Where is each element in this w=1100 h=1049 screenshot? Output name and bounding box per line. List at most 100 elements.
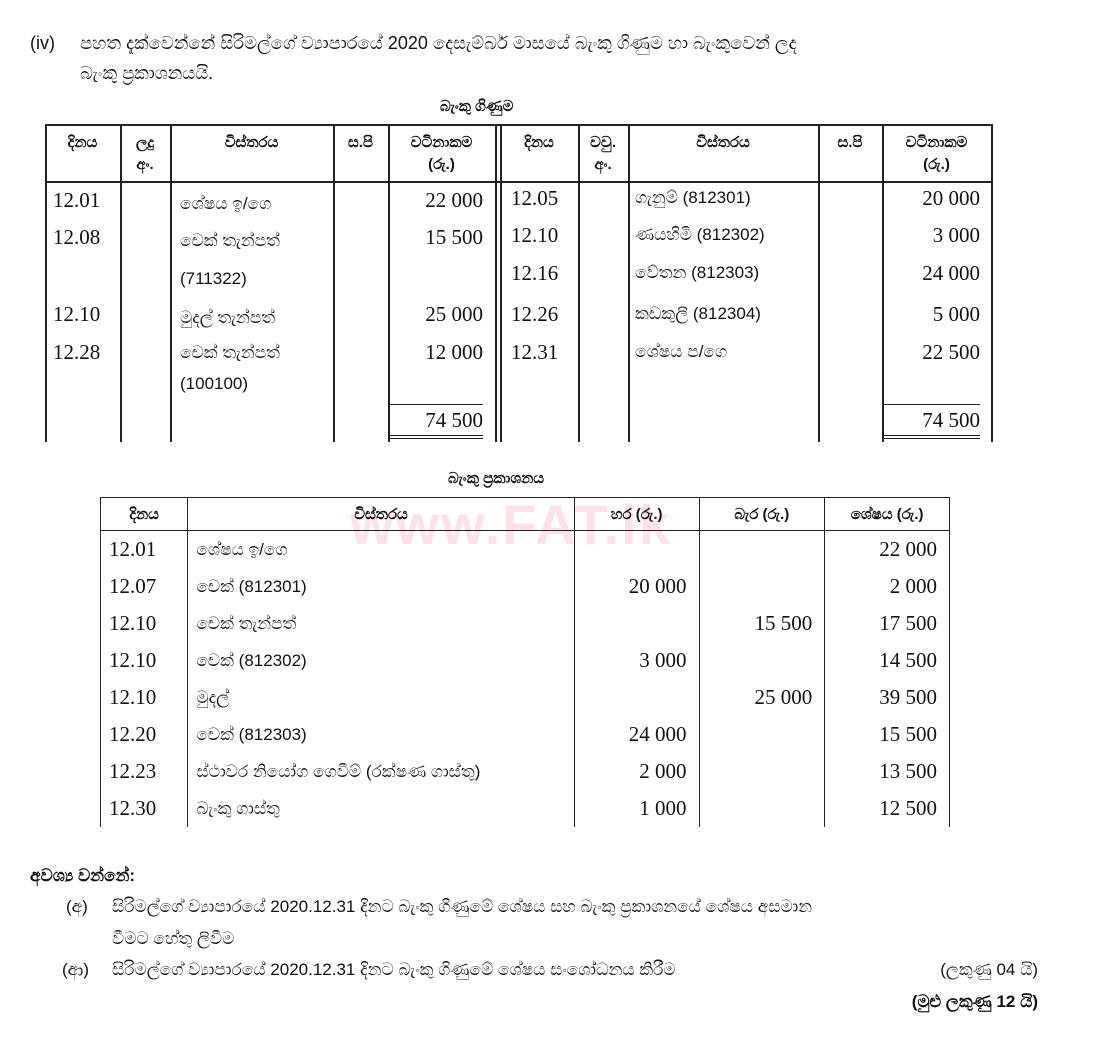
table-row: 12.20 චෙක් (812303) 24 000 15 500	[99, 716, 950, 753]
question-label: (iv)	[30, 33, 55, 53]
column-divider	[818, 124, 820, 442]
header-divider	[45, 181, 992, 183]
entry-date: 12.10	[511, 223, 559, 247]
column-divider	[388, 124, 390, 442]
entry-amount: 22 500	[922, 340, 980, 364]
table-row: 12.10 මුදල් 25 000 39 500	[99, 679, 950, 716]
balance-amount: 12 500	[824, 790, 950, 827]
column-header: විස්තරය	[187, 497, 575, 531]
column-header: දිනය	[99, 497, 189, 531]
column-divider	[45, 124, 47, 442]
table-row: 12.07 චෙක් (812301) 20 000 2 000	[99, 568, 950, 605]
column-header: ස.පි	[837, 134, 863, 151]
cash-book-table: දිනය ලදු අං. විස්තරය ස.පි වටිනාකම (රු.) දිනය ව…	[45, 124, 993, 442]
debit-amount	[573, 530, 700, 568]
statement-date: 12.20	[99, 716, 189, 753]
entry-description: වේතන (812303)	[635, 263, 760, 282]
right-total: 74 500	[882, 404, 980, 439]
column-header: වටිනාකම (රු.)	[905, 134, 968, 173]
column-header: ශේෂය (රු.)	[824, 497, 950, 531]
statement-description: චෙක් (812302)	[187, 642, 575, 679]
column-divider	[628, 124, 630, 442]
column-divider	[495, 124, 497, 442]
statement-date: 12.01	[99, 530, 189, 568]
entry-amount: 3 000	[932, 223, 980, 247]
bank-statement-table: දිනය විස්තරය හර (රු.) බැර (රු.) ශේෂය (රු.) 1…	[99, 497, 950, 827]
entry-description: කඩකුලී (812304)	[635, 304, 761, 323]
column-divider	[500, 124, 502, 442]
bank-statement-title: බැංකු ප්‍රකාශනය	[448, 470, 545, 487]
entry-date: 12.08	[53, 225, 101, 249]
entry-date: 12.16	[511, 261, 559, 285]
item-a-line-1: සිරිමල්ගේ ව්‍යාපාරයේ 2020.12.31 දිනට බැං…	[112, 897, 813, 916]
cash-book-title: බැංකු ගිණුම	[440, 98, 514, 115]
credit-amount	[698, 716, 826, 753]
column-divider	[170, 124, 172, 442]
left-total: 74 500	[388, 404, 483, 439]
column-header: විස්තරය	[696, 134, 750, 151]
entry-amount: 22 000	[425, 188, 483, 212]
credit-amount	[698, 790, 826, 827]
debit-amount: 3 000	[573, 642, 700, 679]
entry-description: ගැනුම් (812301)	[635, 188, 751, 207]
statement-description: චෙක් (812303)	[187, 716, 575, 753]
column-divider	[578, 124, 580, 442]
column-header: ලදු අං.	[135, 134, 155, 173]
entry-date: 12.28	[53, 340, 101, 364]
balance-amount: 22 000	[824, 530, 950, 568]
column-header: ස.පි	[347, 134, 374, 151]
debit-amount: 2 000	[573, 753, 700, 790]
credit-amount	[698, 568, 826, 605]
statement-date: 12.10	[99, 679, 189, 716]
entry-amount: 15 500	[425, 225, 483, 249]
column-divider	[120, 124, 122, 442]
entry-date: 12.31	[511, 340, 559, 364]
statement-date: 12.10	[99, 642, 189, 679]
intro-line-2: බැංකු ප්‍රකාශනයයි.	[80, 63, 214, 83]
debit-amount: 24 000	[573, 716, 700, 753]
column-header: දිනය	[524, 134, 554, 151]
table-row: 12.30 බැංකු ගාස්තු 1 000 12 500	[99, 790, 950, 827]
entry-date: 12.10	[53, 302, 101, 326]
item-b-marks: (ලකුණු 04 යි)	[940, 960, 1038, 979]
table-row: 12.10 චෙක් (812302) 3 000 14 500	[99, 642, 950, 679]
statement-description: ස්ථාවර නියෝග ගෙවීම් (රක්ෂණ ගාස්තු)	[187, 753, 575, 790]
statement-date: 12.07	[99, 568, 189, 605]
entry-date: 12.01	[53, 188, 101, 212]
entry-description: ණයහිමි (812302)	[635, 225, 765, 244]
column-header: හර (රු.)	[573, 497, 700, 531]
credit-amount: 15 500	[698, 605, 826, 642]
column-header: දිනය	[67, 134, 98, 151]
statement-date: 12.30	[99, 790, 189, 827]
entry-amount: 24 000	[922, 261, 980, 285]
credit-amount	[698, 530, 826, 568]
total-marks: (මුළු ලකුණු 12 යි)	[911, 992, 1038, 1011]
statement-description: මුදල්	[187, 679, 575, 716]
entry-date: 12.26	[511, 302, 559, 326]
entry-description: ශේෂය ඉ/ගෙ	[180, 194, 272, 213]
entry-amount: 5 000	[932, 302, 980, 326]
statement-description: චෙක් (812301)	[187, 568, 575, 605]
column-divider	[882, 124, 884, 442]
entry-description: මුදල් තැන්පත්	[180, 308, 276, 327]
debit-amount	[573, 605, 700, 642]
column-header: වටිනාකම (රු.)	[410, 134, 473, 173]
intro-line-1: පහත දැක්වෙන්නේ සිරිමල්ගේ ව්‍යාපාරයේ 2020…	[80, 33, 797, 53]
entry-amount: 25 000	[425, 302, 483, 326]
credit-amount	[698, 642, 826, 679]
entry-date: 12.05	[511, 186, 559, 210]
item-b-line-1: සිරිමල්ගේ ව්‍යාපාරයේ 2020.12.31 දිනට බැං…	[112, 960, 676, 979]
column-header: විස්තරය	[224, 134, 279, 151]
table-row: 12.23 ස්ථාවර නියෝග ගෙවීම් (රක්ෂණ ගාස්තු) 2…	[99, 753, 950, 790]
column-divider	[333, 124, 335, 442]
statement-description: චෙක් තැන්පත්	[187, 605, 575, 642]
table-row: 12.10 චෙක් තැන්පත් 15 500 17 500	[99, 605, 950, 642]
statement-date: 12.10	[99, 605, 189, 642]
item-b-label: (ආ)	[62, 960, 89, 979]
balance-amount: 2 000	[824, 568, 950, 605]
balance-amount: 15 500	[824, 716, 950, 753]
entry-amount: 20 000	[922, 186, 980, 210]
statement-description: බැංකු ගාස්තු	[187, 790, 575, 827]
debit-amount: 1 000	[573, 790, 700, 827]
